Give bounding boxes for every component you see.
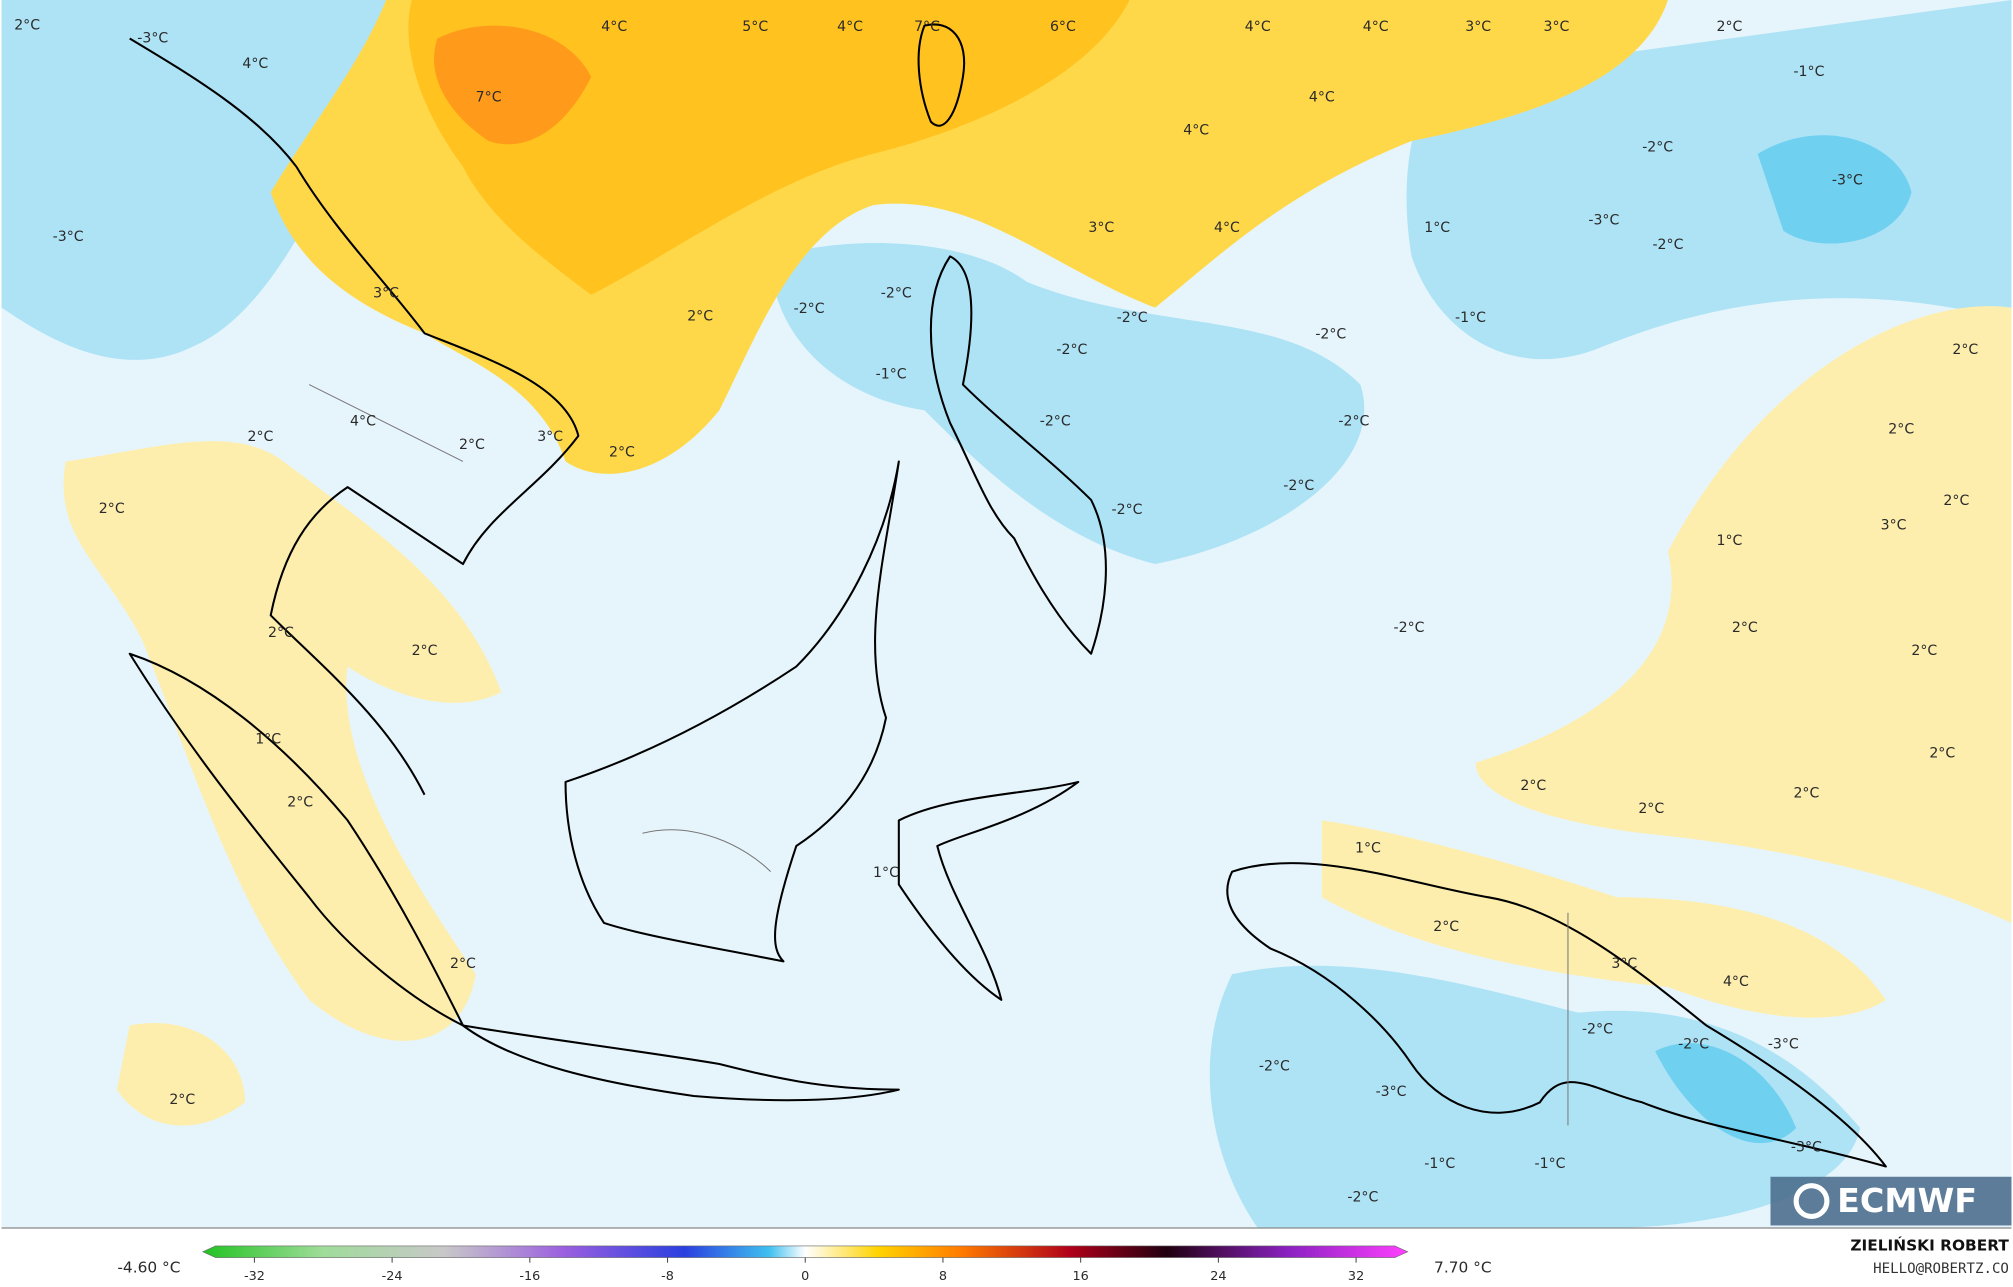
temp-label: 2°C [169,1092,195,1108]
temp-label: 2°C [1929,746,1955,762]
temp-label: -2°C [1056,342,1087,358]
temp-label: -2°C [1315,327,1346,343]
temp-label: 5°C [742,19,768,35]
temp-label: 1°C [1717,533,1743,549]
temp-label: 2°C [1943,493,1969,509]
temp-label: 2°C [1520,778,1546,794]
temp-label: -2°C [1117,310,1148,326]
temp-label: 4°C [1183,123,1209,139]
temp-label: -3°C [53,229,84,245]
temp-label: 4°C [601,19,627,35]
temp-label: 2°C [1793,785,1819,801]
temp-label: 2°C [1638,801,1664,817]
temp-label: 4°C [837,19,863,35]
temp-label: -2°C [1394,620,1425,636]
temp-label: -2°C [1338,414,1369,430]
temp-label: 3°C [537,429,563,445]
colorbar-tick-label: 24 [1210,1269,1226,1284]
temp-label: 2°C [268,625,294,641]
colorbar-tick-label: 16 [1073,1269,1089,1284]
temp-label: -2°C [1642,139,1673,155]
temp-label: -3°C [1832,173,1863,189]
temp-label: 2°C [1433,919,1459,935]
temp-label: 7°C [914,19,940,35]
coastlines [128,23,1887,1168]
temp-label: 4°C [242,56,268,72]
temp-label: 3°C [1465,19,1491,35]
temp-label: 2°C [687,309,713,325]
temp-label: 2°C [412,643,438,659]
legend-max: 7.70 °C [1434,1258,1492,1276]
temp-label: 2°C [609,445,635,461]
temp-label: 3°C [373,286,399,302]
temp-label: 2°C [248,429,274,445]
temp-label: -2°C [1040,414,1071,430]
legend-min: -4.60 °C [117,1258,180,1276]
colorbar-tick-label: -16 [519,1269,540,1284]
temp-label: 3°C [1088,220,1114,236]
temp-label: 3°C [1881,518,1907,534]
temp-label: -3°C [1791,1139,1822,1155]
colorbar-tick-label: -8 [661,1269,674,1284]
colorbar-tick-label: -24 [382,1269,403,1284]
temp-label: -2°C [1652,237,1683,253]
temp-label: 2°C [1732,620,1758,636]
ecmwf-logo: ECMWF [1770,1176,2012,1226]
temp-label: 3°C [1611,956,1637,972]
temp-label: -1°C [1793,64,1824,80]
temp-label: -3°C [137,30,168,46]
legend-bar: -4.60 °C 7.70 °C -32 -24 -16 -8 0 8 16 24 32 ZIE… [1,1227,2012,1287]
temp-label: 2°C [459,437,485,453]
temp-label: 2°C [1717,19,1743,35]
temp-label: 4°C [1363,19,1389,35]
colorbar-tick-label: -32 [244,1269,265,1284]
temp-label: -1°C [876,366,907,382]
temp-label: 1°C [1355,841,1381,857]
temp-label: -2°C [881,286,912,302]
logo-text: ECMWF [1837,1181,1977,1220]
email: HELLO@ROBERTZ.CO [1873,1261,2009,1277]
temp-label: 4°C [1245,19,1271,35]
temp-label: -2°C [1283,478,1314,494]
temp-label: -1°C [1535,1156,1566,1172]
temp-label: 4°C [350,414,376,430]
temp-label: -3°C [1376,1084,1407,1100]
temp-label: 3°C [1543,19,1569,35]
color-bar [201,1245,1409,1258]
temp-label: 2°C [450,956,476,972]
temp-label: -2°C [1582,1021,1613,1037]
colorbar-tick-label: 0 [801,1269,809,1284]
temp-label: 7°C [476,89,502,105]
field [1,0,2012,1229]
temp-label: -3°C [1588,212,1619,228]
temp-label: 1°C [873,865,899,881]
temp-label: -2°C [794,301,825,317]
temp-label: 2°C [287,794,313,810]
temp-label: 2°C [99,501,125,517]
temp-label: 2°C [1911,643,1937,659]
temp-label: 1°C [1424,220,1450,236]
temp-label: -1°C [1424,1156,1455,1172]
temp-label: 6°C [1050,19,1076,35]
temp-label: 4°C [1723,974,1749,990]
temp-label: -2°C [1347,1189,1378,1205]
temp-label: 2°C [1888,421,1914,437]
temp-label: -2°C [1112,502,1143,518]
temperature-labels: 2°C -3°C 4°C 4°C 5°C 4°C 7°C 6°C 4°C 4°C 3°C 3°C 2°C… [14,18,1978,1206]
author: ZIELIŃSKI ROBERT [1850,1235,2009,1254]
temp-label: -2°C [1678,1037,1709,1053]
temp-label: 2°C [14,18,40,34]
temp-label: -3°C [1768,1037,1799,1053]
temp-label: 2°C [1952,342,1978,358]
colorbar-tick-label: 32 [1348,1269,1364,1284]
temp-label: 1°C [255,732,281,748]
colorbar-tick-label: 8 [939,1269,947,1284]
temp-label: 4°C [1309,89,1335,105]
temp-label: -2°C [1259,1059,1290,1075]
temp-label: -1°C [1455,310,1486,326]
temp-label: 4°C [1214,220,1240,236]
